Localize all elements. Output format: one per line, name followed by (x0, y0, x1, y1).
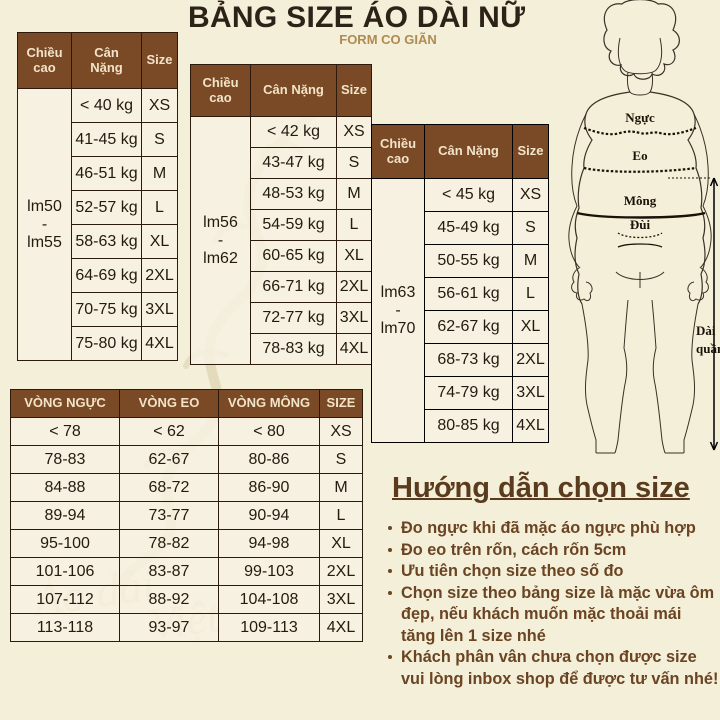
svg-text:Mông: Mông (624, 193, 657, 208)
svg-text:Dài: Dài (696, 323, 716, 338)
svg-text:Eo: Eo (632, 148, 647, 163)
svg-text:Ngực: Ngực (625, 110, 655, 125)
svg-text:Đùi: Đùi (630, 217, 651, 232)
svg-text:quần: quần (696, 341, 720, 356)
